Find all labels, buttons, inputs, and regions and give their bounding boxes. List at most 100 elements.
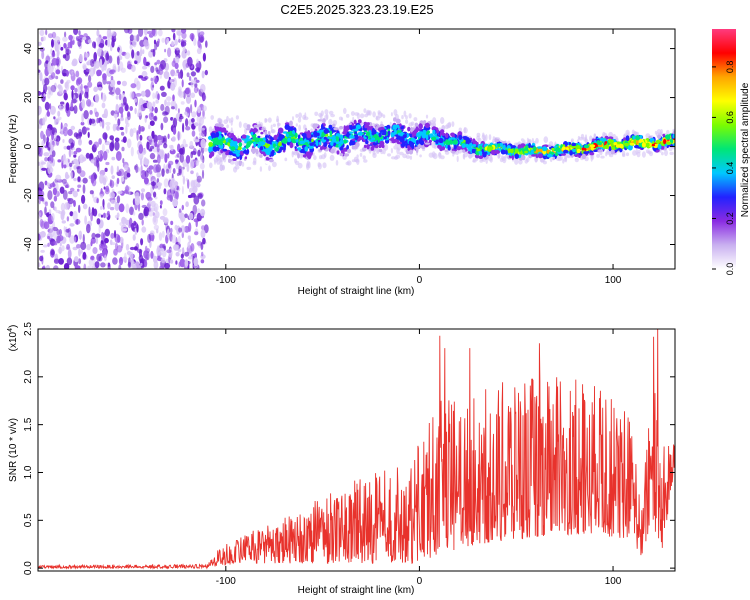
noise-blob — [87, 131, 90, 138]
halo-blob — [213, 157, 219, 163]
signal-blob — [340, 149, 345, 154]
noise-blob — [53, 265, 59, 269]
noise-blob — [129, 206, 134, 216]
noise-blob — [116, 56, 120, 66]
noise-blob — [114, 141, 120, 151]
noise-blob — [70, 142, 75, 149]
noise-blob — [114, 215, 119, 219]
colorbar-tick-label: 0.4 — [725, 162, 735, 175]
halo-blob — [409, 155, 413, 160]
halo-blob — [549, 156, 553, 163]
noise-blob — [172, 32, 176, 41]
noise-blob — [171, 29, 176, 33]
snr-y-axis: 0.0 0.5 1.0 1.5 2.0 2.5 — [23, 322, 675, 575]
signal-blob — [402, 134, 407, 139]
noise-blob — [117, 234, 121, 243]
noise-blob — [172, 94, 175, 102]
halo-blob — [398, 151, 404, 156]
halo-blob — [433, 121, 436, 128]
halo-blob — [393, 145, 398, 150]
signal-blob — [245, 128, 251, 131]
noise-blob — [116, 195, 121, 204]
noise-blob — [101, 143, 105, 152]
signal-blob — [355, 124, 361, 130]
noise-blob — [87, 39, 92, 44]
halo-blob — [468, 154, 473, 159]
noise-blob — [159, 265, 165, 269]
noise-blob — [196, 208, 201, 215]
noise-blob — [140, 164, 143, 174]
signal-blob — [435, 139, 439, 145]
signal-blob — [568, 141, 571, 146]
noise-blob — [190, 71, 197, 77]
noise-blob — [108, 55, 113, 64]
noise-blob — [184, 251, 190, 257]
noise-blob — [156, 172, 161, 178]
halo-blob — [403, 110, 407, 117]
signal-blob — [413, 136, 418, 140]
halo-blob — [303, 116, 309, 121]
signal-blob — [583, 144, 590, 149]
noise-blob — [166, 101, 171, 106]
halo-blob — [391, 156, 396, 160]
noise-blob — [194, 159, 200, 163]
noise-blob — [100, 262, 106, 268]
noise-blob — [109, 191, 115, 199]
signal-blob — [387, 130, 391, 136]
noise-blob — [138, 144, 144, 154]
noise-blob — [149, 145, 155, 150]
noise-blob — [71, 39, 75, 45]
noise-blob — [74, 87, 78, 93]
noise-blob — [45, 60, 49, 64]
noise-blob — [201, 251, 204, 257]
noise-blob — [63, 92, 68, 101]
signal-blob — [225, 152, 230, 156]
noise-blob — [80, 241, 87, 251]
signal-blob — [299, 140, 305, 145]
noise-blob — [88, 140, 93, 145]
signal-blob — [393, 117, 397, 122]
noise-blob — [157, 93, 160, 101]
y-tick-label: 1.5 — [23, 417, 34, 431]
noise-blob — [144, 76, 149, 80]
signal-blob — [629, 142, 635, 146]
noise-blob — [120, 176, 125, 182]
signal-blob — [597, 149, 604, 153]
signal-blob — [297, 153, 300, 159]
noise-blob — [204, 69, 208, 76]
signal-blob — [456, 146, 462, 151]
signal-blob — [255, 128, 258, 132]
signal-blob — [645, 142, 650, 147]
noise-blob — [205, 40, 208, 48]
noise-blob — [82, 184, 86, 194]
noise-blob — [67, 158, 70, 163]
noise-blob — [96, 29, 100, 37]
halo-blob — [463, 127, 468, 134]
halo-blob — [666, 129, 670, 135]
noise-blob — [160, 122, 164, 131]
signal-blob — [309, 142, 314, 146]
noise-blob — [105, 161, 110, 166]
noise-blob — [161, 37, 166, 43]
noise-blob — [174, 49, 177, 55]
signal-blob — [655, 139, 661, 144]
noise-blob — [118, 256, 124, 266]
signal-blob — [329, 130, 333, 136]
halo-blob — [297, 162, 303, 169]
signal-blob — [359, 131, 363, 136]
noise-blob — [96, 69, 102, 77]
signal-blob — [354, 131, 357, 135]
noise-blob — [68, 34, 73, 41]
signal-blob — [521, 154, 524, 160]
noise-blob — [193, 195, 200, 205]
noise-blob — [56, 118, 60, 123]
noise-blob — [44, 180, 48, 186]
signal-blob — [278, 135, 284, 140]
signal-blob — [282, 137, 288, 144]
noise-blob — [90, 174, 95, 184]
spectrogram-content — [38, 29, 675, 269]
signal-blob — [331, 134, 336, 140]
noise-blob — [125, 243, 130, 251]
signal-blob — [449, 140, 454, 145]
noise-blob — [178, 227, 183, 233]
